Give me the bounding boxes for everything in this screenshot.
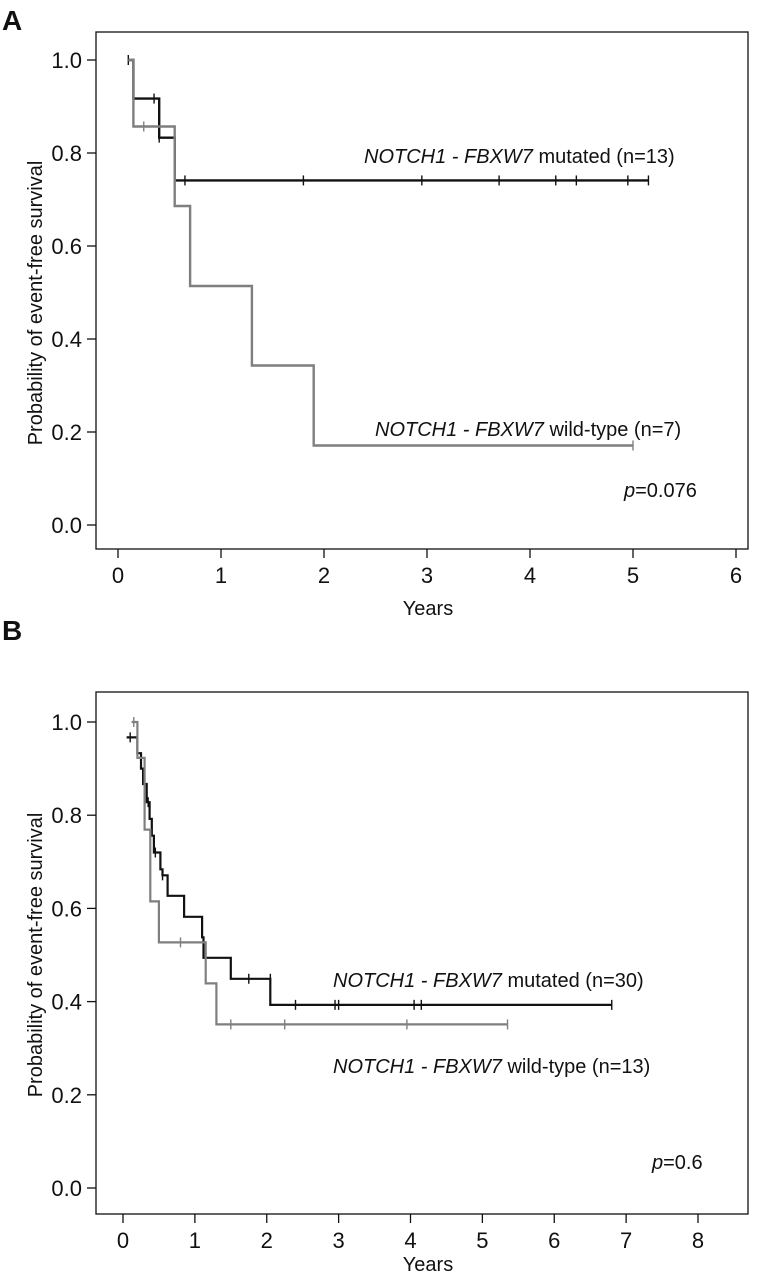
panel-b-letter: B	[2, 615, 22, 646]
panel-a-x-axis-title: Years	[403, 598, 453, 620]
panel-a-curves	[127, 55, 650, 451]
panel-b-x-tick-label: 8	[692, 1228, 704, 1253]
panel-a-y-tick-label: 1.0	[51, 48, 82, 73]
panel-b-mutated-survival-curve	[126, 736, 612, 1006]
panel-b-y-tick-label: 0.0	[51, 1176, 82, 1201]
panel-a-y-tick-label: 0.4	[51, 327, 82, 352]
panel-b-x-axis-title: Years	[403, 1254, 453, 1276]
panel-a: A 0 1 2 3 4 5 6 0.0 0.2 0.4 0.6 0.8 1.0 Probability …	[2, 5, 749, 620]
panel-a-y-tick-label: 0.2	[51, 420, 82, 445]
panel-a-x-tick-label: 6	[730, 563, 742, 588]
panel-a-x-tick-label: 4	[524, 563, 536, 588]
panel-b-wildtype-count: wild-type (n=13)	[502, 1056, 650, 1078]
panel-b-y-tick-label: 0.8	[51, 803, 82, 828]
panel-a-p-number: =0.076	[635, 480, 697, 502]
panel-a-y-tick-label: 0.6	[51, 234, 82, 259]
panel-a-y-axis-title: Probability of event-free survival	[25, 161, 47, 446]
panel-b-x-tick-label: 6	[548, 1228, 560, 1253]
panel-b-x-tick-label: 1	[189, 1228, 201, 1253]
panel-b-p-symbol: p	[651, 1152, 663, 1174]
panel-a-y-tick-label: 0.8	[51, 141, 82, 166]
panel-b-wildtype-survival-curve	[131, 720, 508, 1026]
panel-a-axes: 0 1 2 3 4 5 6 0.0 0.2 0.4 0.6 0.8 1.0	[51, 48, 742, 588]
panel-a-x-tick-label: 0	[112, 563, 124, 588]
panel-b-p-value: p=0.6	[651, 1152, 703, 1174]
panel-a-wildtype-count: wild-type (n=7)	[544, 419, 681, 441]
panel-b-x-tick-label: 2	[261, 1228, 273, 1253]
panel-b-curves	[126, 717, 613, 1030]
panel-b-y-tick-label: 0.4	[51, 990, 82, 1015]
panel-b-y-tick-label: 0.6	[51, 896, 82, 921]
panel-a-wildtype-gene: NOTCH1 - FBXW7	[375, 419, 545, 441]
panel-b-y-axis-title: Probability of event-free survival	[25, 813, 47, 1098]
panel-a-plot-frame	[95, 31, 749, 550]
panel-a-wildtype-survival-curve	[128, 58, 633, 447]
panel-a-mutated-count: mutated (n=13)	[533, 146, 675, 168]
panel-a-mutated-legend-label: NOTCH1 - FBXW7 mutated (n=13)	[364, 146, 675, 168]
panel-a-p-value: p=0.076	[623, 480, 697, 502]
panel-b-p-number: =0.6	[663, 1152, 702, 1174]
panel-b-y-tick-label: 1.0	[51, 710, 82, 735]
panel-b-x-tick-label: 0	[117, 1228, 129, 1253]
panel-b-x-tick-label: 4	[404, 1228, 416, 1253]
panel-b-mutated-count: mutated (n=30)	[502, 970, 644, 992]
panel-b-x-tick-label: 3	[333, 1228, 345, 1253]
panel-b-axes: 0 1 2 3 4 5 6 7 8 0.0 0.2 0.4 0.6 0.8 1.0	[51, 710, 704, 1253]
panel-b-x-tick-label: 5	[476, 1228, 488, 1253]
panel-b-wildtype-gene: NOTCH1 - FBXW7	[333, 1056, 503, 1078]
panel-a-p-symbol: p	[623, 480, 635, 502]
panel-b-plot-frame	[95, 691, 749, 1215]
panel-b-x-tick-label: 7	[620, 1228, 632, 1253]
panel-a-wildtype-legend-label: NOTCH1 - FBXW7 wild-type (n=7)	[375, 419, 681, 441]
panel-a-x-tick-label: 1	[215, 563, 227, 588]
panel-a-x-tick-label: 3	[421, 563, 433, 588]
panel-a-x-tick-label: 5	[627, 563, 639, 588]
panel-a-y-tick-label: 0.0	[51, 513, 82, 538]
panel-a-x-tick-label: 2	[318, 563, 330, 588]
panel-a-letter: A	[2, 5, 22, 36]
panel-a-mutated-gene: NOTCH1 - FBXW7	[364, 146, 534, 168]
panel-b-mutated-gene: NOTCH1 - FBXW7	[333, 970, 503, 992]
panel-b-y-tick-label: 0.2	[51, 1083, 82, 1108]
panel-b: B 0 1 2 3 4 5 6 7 8 0.0 0.2 0.4 0.6 0.8 1.0 Probabilit…	[2, 615, 749, 1276]
panel-b-mutated-legend-label: NOTCH1 - FBXW7 mutated (n=30)	[333, 970, 644, 992]
panel-b-wildtype-legend-label: NOTCH1 - FBXW7 wild-type (n=13)	[333, 1056, 650, 1078]
